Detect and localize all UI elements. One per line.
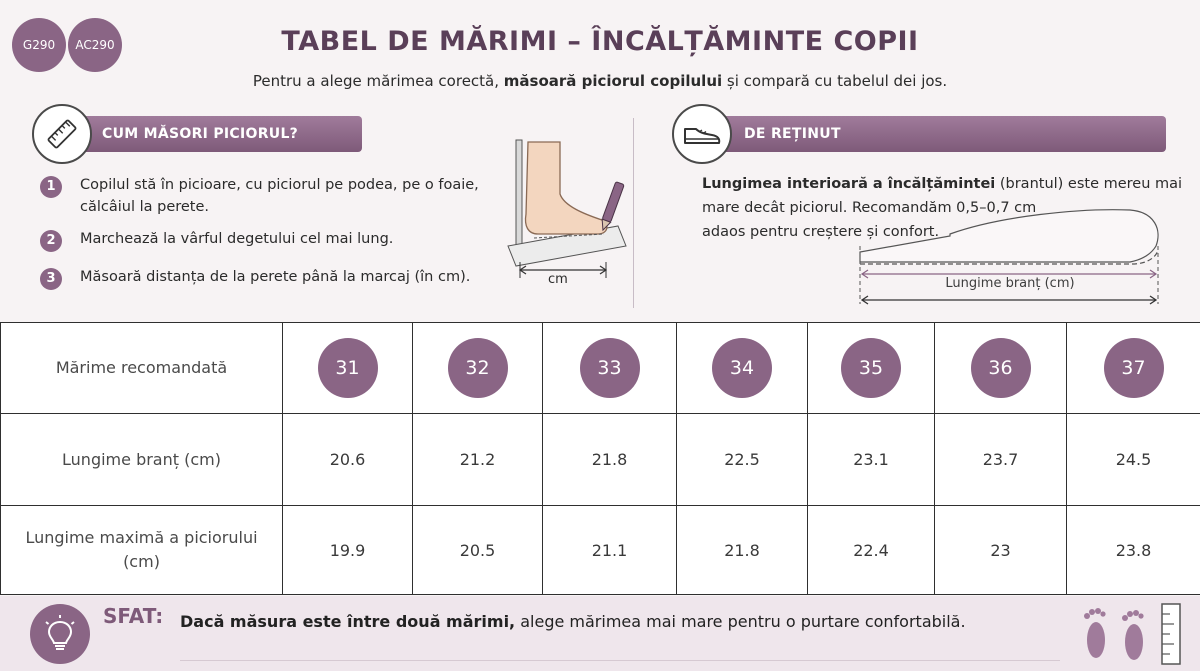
foot-length-cell: 21.8	[676, 505, 808, 595]
row-label: Lungime branț (cm)	[0, 413, 283, 506]
row-label: Mărime recomandată	[0, 322, 283, 414]
subtitle-text-bold: măsoară piciorul copilului	[503, 72, 723, 90]
step-number-badge: 1	[40, 176, 62, 198]
foot-length-cell: 23.8	[1066, 505, 1200, 595]
size-value: 33	[579, 338, 640, 398]
step-number-badge: 3	[40, 268, 62, 290]
measure-section-heading: CUM MĂSORI PICIORUL?	[62, 116, 362, 152]
foot-length-cell: 21.1	[542, 505, 677, 595]
step-3-text: Măsoară distanța de la perete până la ma…	[80, 269, 471, 285]
size-value: 34	[712, 338, 772, 398]
step-number-badge: 2	[40, 230, 62, 252]
footer-divider	[180, 660, 1060, 661]
step-1-line-1: Copilul stă în picioare, cu piciorul pe …	[80, 177, 479, 193]
foot-length-cell: 19.9	[282, 505, 413, 595]
table-row-recommended-size: Mărime recomandată 31 32 33 34 35 36 37	[0, 322, 1200, 414]
measure-step-2: 2 Marchează la vârful degetului cel mai …	[40, 228, 393, 252]
tip-bold-text: Dacă măsura este între două mărimi,	[180, 612, 516, 631]
table-row-insole-length: Lungime branț (cm) 20.6 21.2 21.8 22.5 2…	[0, 413, 1200, 506]
size-value: 35	[841, 338, 901, 398]
foot-length-cell: 22.4	[807, 505, 935, 595]
shoe-icon	[672, 104, 732, 164]
subtitle-text-end: și compară cu tabelul dei jos.	[722, 72, 948, 90]
foot-measuring-illustration-icon	[507, 139, 627, 278]
size-cell: 31	[282, 322, 413, 414]
note-line-1: Lungimea interioară a încălțămintei (bra…	[702, 172, 1182, 196]
model-badge-ac290: AC290	[68, 18, 122, 72]
insole-length-cell: 23.7	[934, 413, 1067, 506]
row-label: Lungime maximă a piciorului (cm)	[0, 505, 283, 595]
size-cell: 32	[412, 322, 543, 414]
illustration-cm-label: cm	[548, 272, 568, 287]
size-cell: 35	[807, 322, 935, 414]
tip-rest-text: alege mărimea mai mare pentru o purtare …	[515, 612, 966, 631]
step-1-line-2: călcâiul la perete.	[80, 199, 210, 215]
note-line-3: adaos pentru creștere și confort.	[702, 224, 940, 240]
insole-length-cell: 23.1	[807, 413, 935, 506]
insole-length-cell: 20.6	[282, 413, 413, 506]
measure-step-1: 1 Copilul stă în picioare, cu piciorul p…	[40, 174, 479, 218]
size-cell: 36	[934, 322, 1067, 414]
remember-heading-text: DE REȚINUT	[744, 126, 841, 142]
remember-note: Lungimea interioară a încălțămintei (bra…	[702, 172, 1182, 244]
insole-length-cell: 22.5	[676, 413, 808, 506]
model-badge-g290: G290	[12, 18, 66, 72]
size-cell: 33	[542, 322, 677, 414]
subtitle-text-start: Pentru a alege mărimea corectă,	[252, 72, 504, 90]
footprints-icon	[1084, 608, 1144, 660]
ruler-icon	[32, 104, 92, 164]
tip-label: SFAT:	[103, 604, 164, 628]
tip-footer	[0, 596, 1200, 671]
ruler-icon	[1161, 603, 1181, 665]
size-value: 37	[1103, 338, 1164, 398]
measure-heading-text: CUM MĂSORI PICIORUL?	[102, 126, 299, 142]
foot-length-cell: 20.5	[412, 505, 543, 595]
size-cell: 34	[676, 322, 808, 414]
page-subtitle: Pentru a alege mărimea corectă, măsoară …	[0, 72, 1200, 90]
measure-step-3: 3 Măsoară distanța de la perete până la …	[40, 266, 470, 290]
section-divider	[633, 118, 634, 308]
size-cell: 37	[1066, 322, 1200, 414]
page-title: TABEL DE MĂRIMI – ÎNCĂLȚĂMINTE COPII	[281, 26, 919, 57]
insole-length-label: Lungime branț (cm)	[945, 276, 1075, 291]
insole-length-cell: 21.8	[542, 413, 677, 506]
insole-length-cell: 24.5	[1066, 413, 1200, 506]
lightbulb-icon	[30, 604, 90, 664]
size-value: 32	[447, 338, 508, 398]
note-line-1-rest: (brantul) este mereu mai	[995, 176, 1183, 192]
note-line-2: mare decât piciorul. Recomandăm 0,5–0,7 …	[702, 200, 1037, 216]
foot-length-cell: 23	[934, 505, 1067, 595]
table-row-max-foot-length: Lungime maximă a piciorului (cm) 19.9 20…	[0, 505, 1200, 595]
step-2-text: Marchează la vârful degetului cel mai lu…	[80, 231, 394, 247]
note-bold-text: Lungimea interioară a încălțămintei	[702, 176, 996, 192]
remember-section-heading: DE REȚINUT	[704, 116, 1166, 152]
size-table: Mărime recomandată 31 32 33 34 35 36 37 …	[0, 322, 1200, 595]
tip-text: Dacă măsura este între două mărimi, aleg…	[180, 612, 966, 631]
insole-illustration-icon	[859, 209, 1159, 305]
size-value: 31	[317, 338, 378, 398]
size-value: 36	[970, 338, 1031, 398]
insole-length-cell: 21.2	[412, 413, 543, 506]
